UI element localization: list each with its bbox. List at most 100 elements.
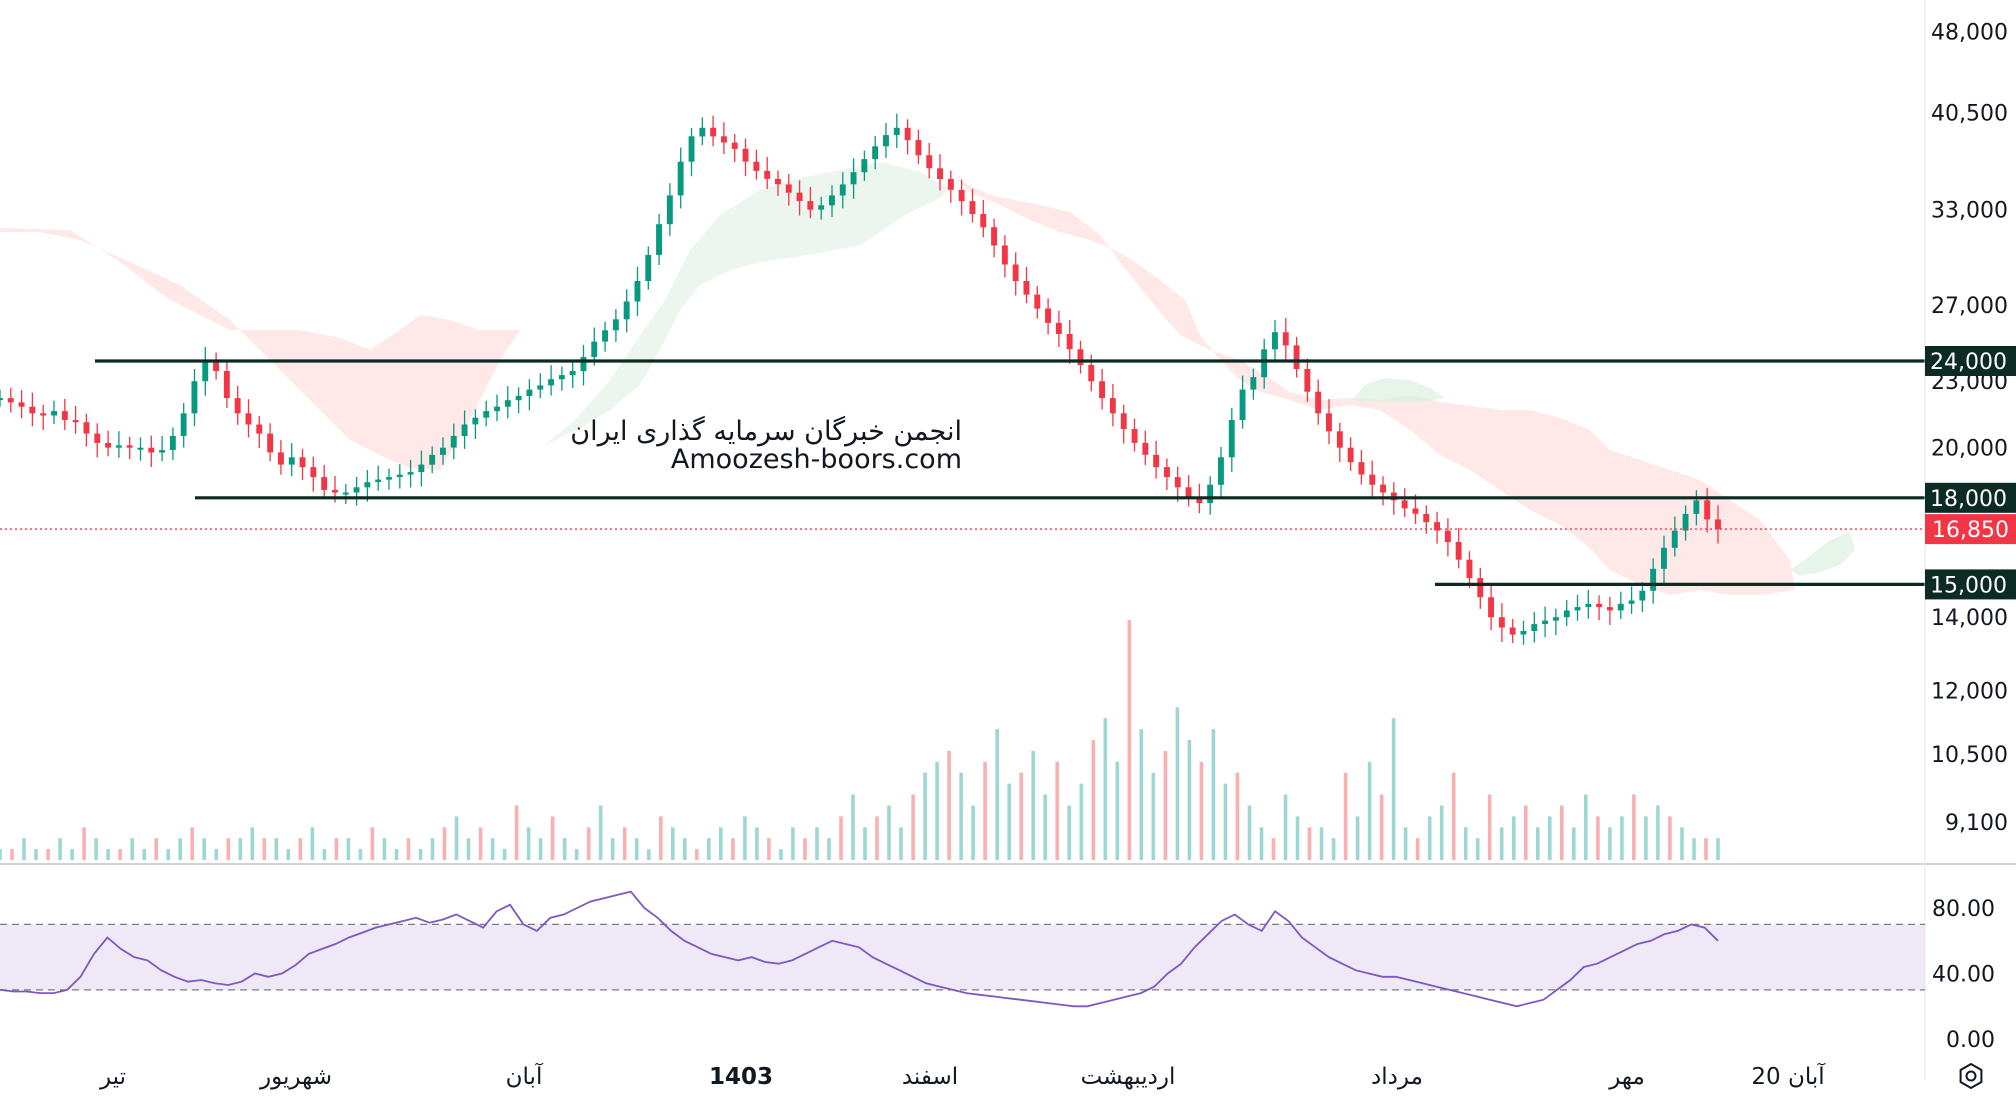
candle-body bbox=[731, 142, 738, 149]
candle-body bbox=[947, 178, 954, 190]
volume-bar bbox=[1343, 772, 1348, 860]
volume-bar bbox=[10, 849, 14, 860]
candle-body bbox=[72, 420, 79, 423]
candle-body bbox=[342, 492, 349, 495]
last-price-tag-box bbox=[1925, 514, 2016, 545]
candle-body bbox=[612, 319, 619, 331]
candle-body bbox=[666, 195, 673, 225]
candle-body bbox=[267, 433, 274, 453]
candles bbox=[0, 113, 1721, 645]
horizontal-levels[interactable] bbox=[95, 359, 1925, 587]
level-tag-box bbox=[1925, 482, 2016, 513]
candle-body bbox=[1617, 603, 1624, 611]
watermark-line-2: Amoozesh-boors.com bbox=[671, 444, 962, 475]
candle-body bbox=[1066, 334, 1073, 350]
volume-bar bbox=[1536, 827, 1540, 860]
volume-bar bbox=[478, 827, 483, 860]
price-tick-label: 14,000 bbox=[1931, 606, 2008, 631]
candle-body bbox=[785, 184, 792, 193]
volume-bar bbox=[1043, 794, 1047, 860]
time-axis-label: اسفند bbox=[902, 1064, 958, 1090]
volume-bar bbox=[1163, 750, 1168, 860]
candle-body bbox=[461, 424, 468, 436]
volume-bar bbox=[1584, 794, 1588, 860]
cloud-green-3 bbox=[1790, 532, 1855, 576]
volume-bar bbox=[1103, 718, 1108, 860]
candle-body bbox=[1639, 590, 1646, 601]
volume-bar bbox=[1199, 761, 1204, 860]
volume-bar bbox=[1463, 827, 1468, 860]
time-axis-label: 1403 bbox=[709, 1064, 773, 1090]
candle-body bbox=[1001, 245, 1008, 265]
volume-bar bbox=[887, 805, 891, 860]
volume-bar bbox=[94, 838, 98, 860]
volume-bar bbox=[610, 838, 615, 860]
volume-bar bbox=[1175, 707, 1180, 860]
candle-body bbox=[483, 411, 490, 418]
candle-body bbox=[1628, 600, 1635, 604]
volume-bar bbox=[1031, 750, 1035, 860]
candle-body bbox=[288, 457, 295, 465]
volume-bar bbox=[1572, 827, 1576, 860]
volume-bar bbox=[1295, 816, 1300, 860]
volume-bar bbox=[454, 816, 459, 860]
price-axis[interactable]: 48,00040,50033,00027,00023,00020,00014,0… bbox=[1931, 21, 2008, 837]
candle-body bbox=[1715, 519, 1721, 530]
price-tick-label: 10,500 bbox=[1931, 743, 2008, 768]
candle-body bbox=[440, 447, 446, 455]
candle-body bbox=[202, 361, 209, 382]
volume-bar bbox=[659, 816, 663, 860]
candle-body bbox=[645, 254, 652, 281]
candle-body bbox=[418, 464, 425, 472]
candle-body bbox=[61, 411, 68, 420]
volume-bar bbox=[959, 772, 963, 860]
candle-body bbox=[580, 357, 587, 372]
candle-body bbox=[148, 447, 155, 453]
candle-body bbox=[818, 205, 825, 210]
volume-bar bbox=[262, 838, 267, 860]
time-axis-label: تیر bbox=[99, 1064, 126, 1090]
time-axis-label: 20 آبان bbox=[1751, 1062, 1826, 1090]
volume-bar bbox=[1680, 827, 1684, 860]
candle-body bbox=[1131, 429, 1138, 443]
candle-body bbox=[472, 417, 479, 425]
volume-bar bbox=[178, 838, 182, 860]
time-axis[interactable]: تیر شهریور آبان 1403 اسفند اردیبهشت مرداد مهر 20… bbox=[99, 1062, 1826, 1090]
volume-bar bbox=[58, 838, 62, 860]
level-tag-label: 18,000 bbox=[1930, 487, 2007, 512]
candle-body bbox=[1596, 603, 1603, 608]
candle-body bbox=[904, 127, 911, 141]
volume-bar bbox=[1127, 620, 1132, 860]
candle-body bbox=[450, 435, 457, 448]
volume-bar bbox=[1019, 772, 1023, 860]
candle-body bbox=[677, 161, 684, 196]
volume-bar bbox=[779, 849, 783, 860]
candle-body bbox=[504, 400, 511, 407]
volume-bar bbox=[0, 849, 2, 860]
volume-bar bbox=[1596, 816, 1600, 860]
volume-bar bbox=[1091, 740, 1096, 860]
volume-bar bbox=[971, 805, 975, 860]
candle-body bbox=[18, 402, 25, 407]
candle-body bbox=[364, 482, 371, 488]
cloud-green-1 bbox=[545, 162, 950, 445]
volume-bar bbox=[166, 849, 170, 860]
volume-bar bbox=[815, 827, 819, 860]
volume-bar bbox=[1379, 794, 1384, 860]
time-axis-label: اردیبهشت bbox=[1081, 1064, 1176, 1090]
volume-bar bbox=[22, 838, 26, 860]
candle-body bbox=[872, 146, 879, 160]
candle-body bbox=[1650, 568, 1657, 591]
volume-bar bbox=[250, 827, 255, 860]
volume-bar bbox=[1620, 816, 1624, 860]
volume-bar bbox=[803, 838, 807, 860]
candle-body bbox=[1369, 474, 1376, 485]
candle-body bbox=[1012, 264, 1019, 281]
chart-settings-icon[interactable] bbox=[1959, 1062, 1983, 1090]
price-tick-label: 33,000 bbox=[1931, 199, 2008, 224]
candle-body bbox=[1682, 513, 1689, 531]
volume-bar bbox=[1271, 838, 1276, 860]
level-tag-box bbox=[1925, 346, 2016, 376]
candle-body bbox=[1164, 467, 1170, 478]
